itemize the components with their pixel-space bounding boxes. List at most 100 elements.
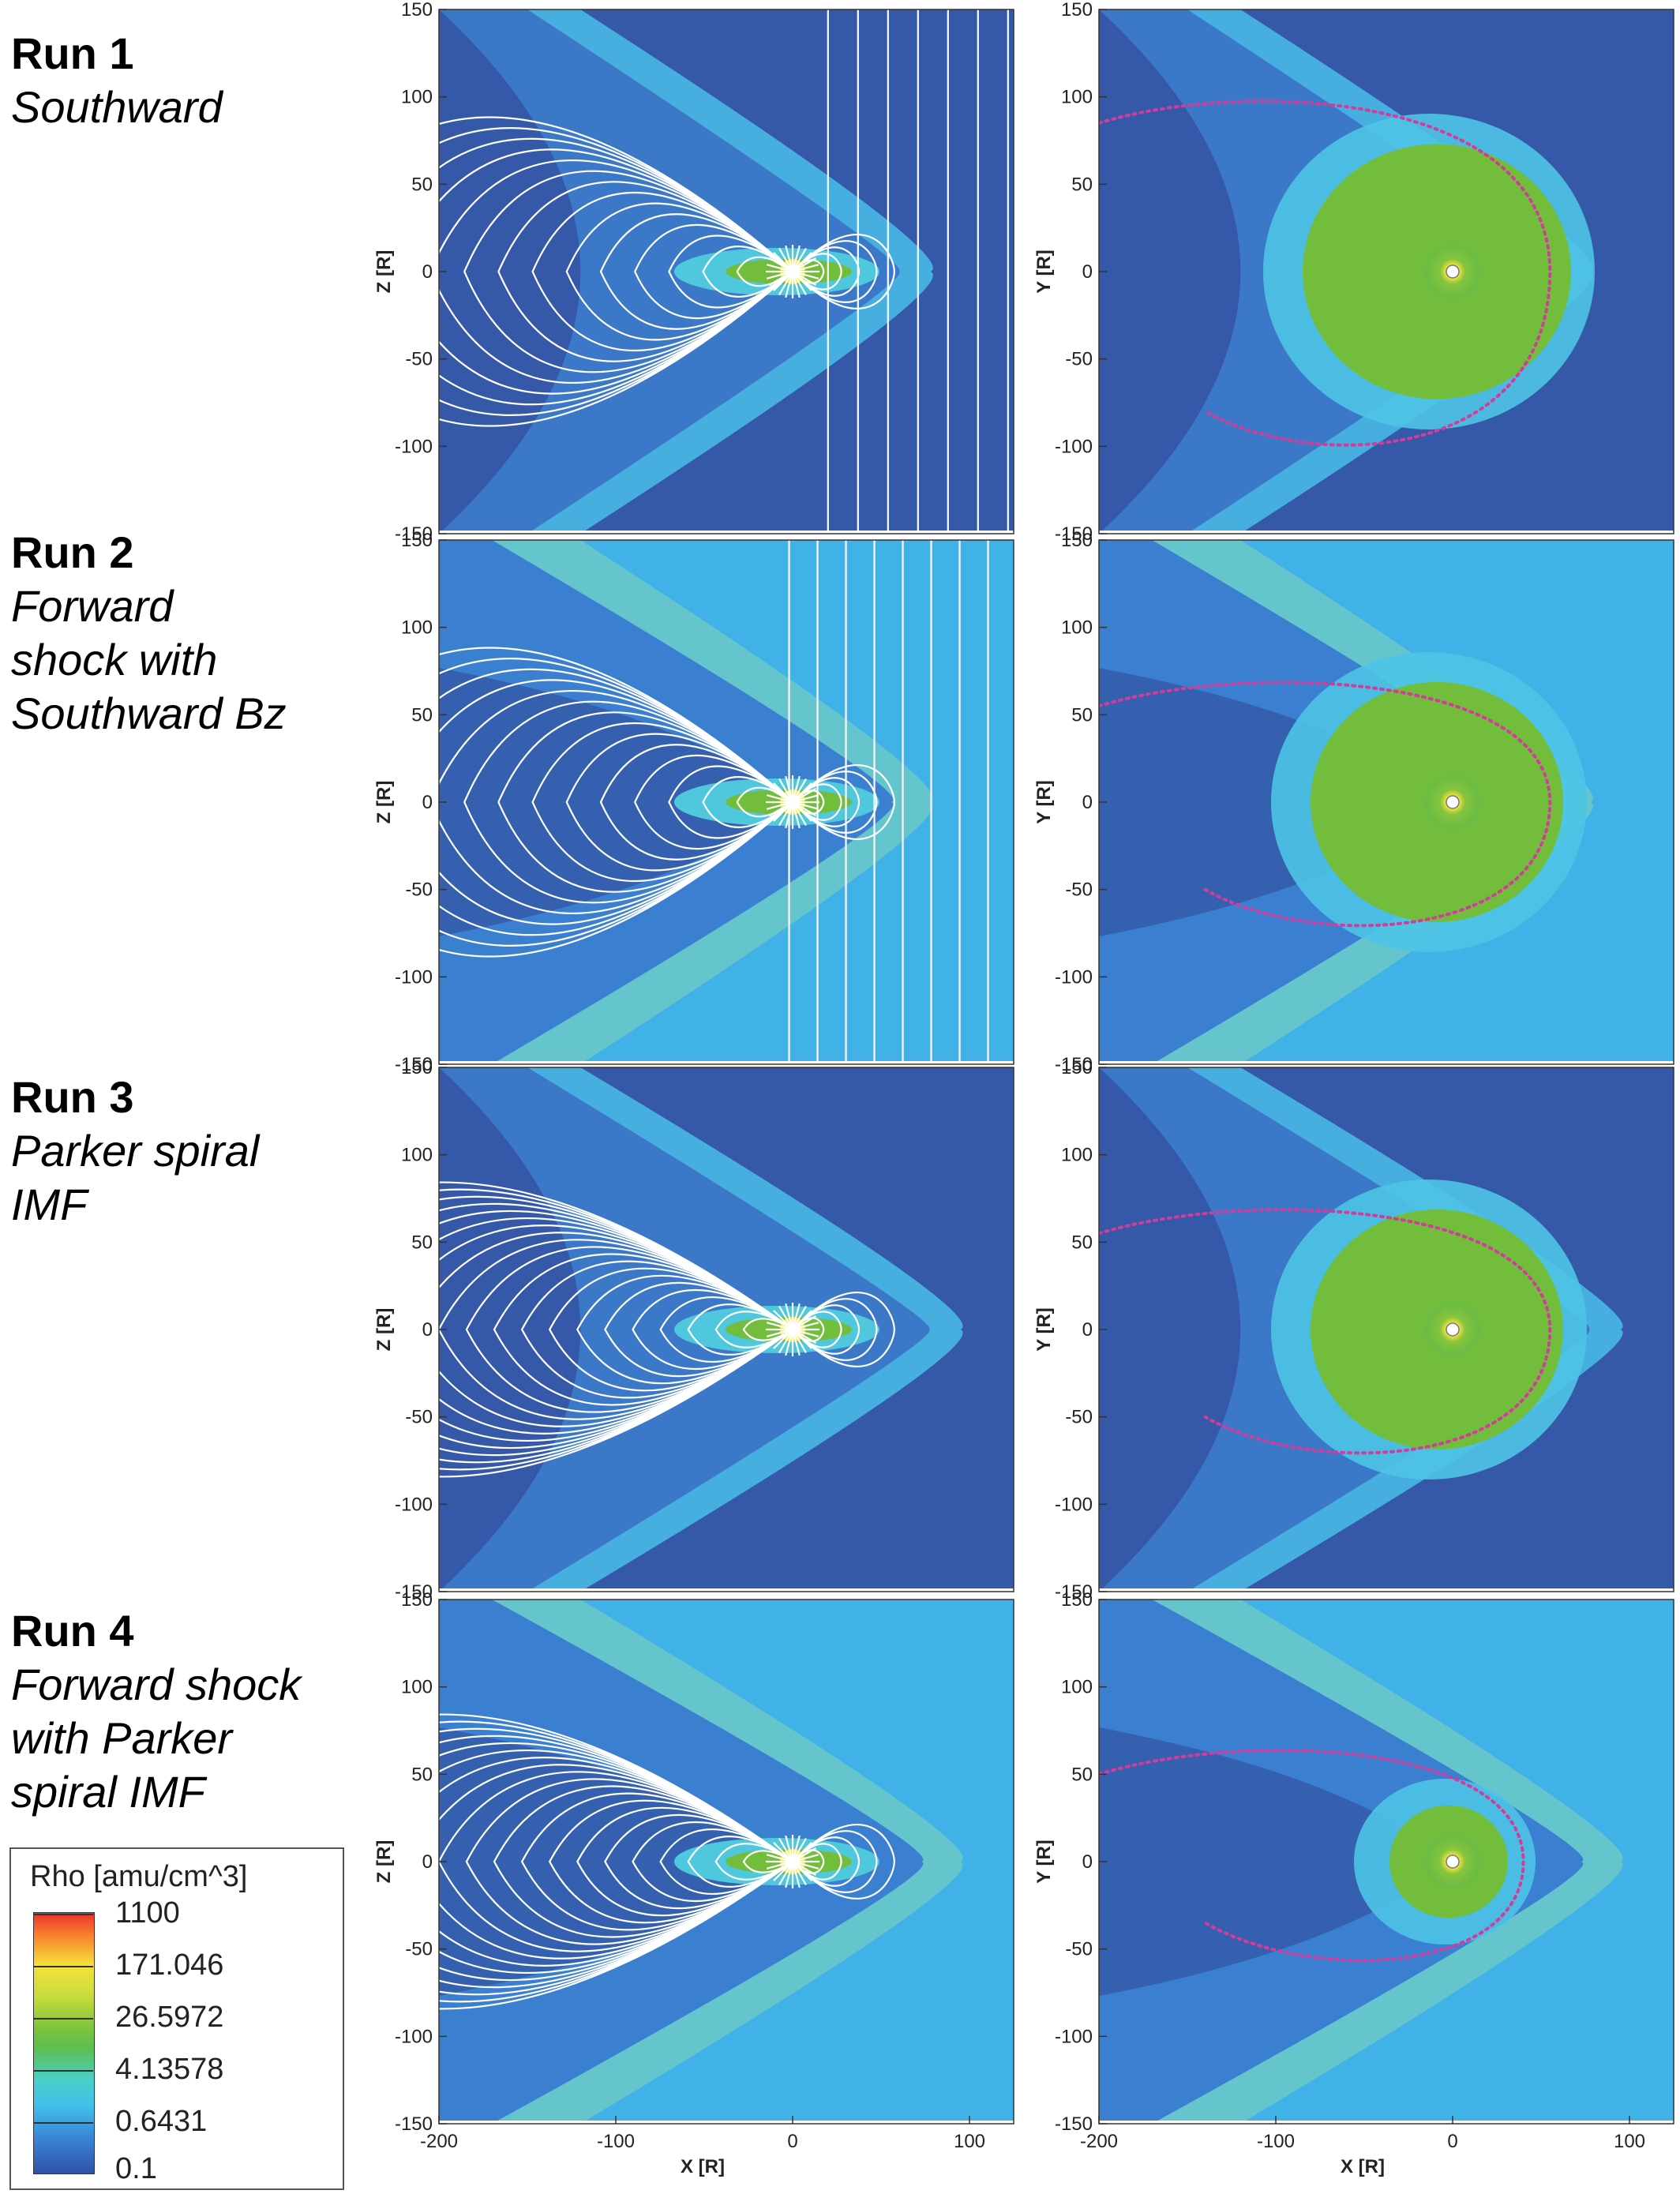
y-tick-label: 50 bbox=[1071, 1764, 1093, 1785]
y-tick-label: -100 bbox=[1055, 1494, 1093, 1515]
field-line bbox=[792, 271, 807, 295]
x-tick-label: 0 bbox=[1447, 2131, 1457, 2152]
field-line bbox=[565, 202, 793, 341]
field-line bbox=[792, 801, 807, 826]
y-tick-label: -50 bbox=[1065, 1407, 1093, 1428]
field-lines bbox=[439, 9, 1009, 531]
field-line bbox=[792, 1329, 816, 1344]
field-line bbox=[769, 1861, 793, 1876]
field-line bbox=[439, 1764, 793, 1960]
field-line bbox=[736, 256, 793, 287]
y-tick-label: -50 bbox=[1065, 879, 1093, 901]
field-line bbox=[766, 1860, 793, 1870]
field-line bbox=[439, 689, 793, 915]
field-line bbox=[792, 777, 861, 827]
field-line bbox=[439, 1188, 793, 1471]
field-line bbox=[792, 1306, 807, 1330]
legend-value: 0.1 bbox=[115, 2152, 157, 2185]
field-line bbox=[785, 271, 794, 298]
field-line bbox=[792, 788, 816, 803]
field-line bbox=[792, 782, 812, 803]
field-line bbox=[773, 1861, 793, 1881]
field-line bbox=[792, 801, 819, 810]
field-line bbox=[778, 778, 793, 803]
field-line bbox=[773, 1329, 793, 1349]
field-line bbox=[792, 271, 816, 286]
field-line bbox=[576, 1274, 793, 1385]
field-line bbox=[439, 1771, 793, 1952]
y-axis-label: Z [R] bbox=[373, 1308, 395, 1352]
field-line bbox=[668, 765, 793, 839]
y-tick-label: 150 bbox=[401, 530, 433, 551]
field-line bbox=[792, 1311, 842, 1348]
field-lines bbox=[439, 1181, 895, 1478]
field-line bbox=[792, 789, 825, 815]
y-tick-label: -150 bbox=[395, 1054, 433, 1075]
field-lines bbox=[439, 540, 989, 1061]
field-line bbox=[792, 1328, 819, 1337]
field-line bbox=[463, 170, 793, 373]
field-line bbox=[439, 1232, 793, 1427]
run-desc-line: spiral IMF bbox=[11, 1767, 205, 1817]
y-axis-label: Y [R] bbox=[1033, 780, 1055, 824]
field-line bbox=[785, 1835, 794, 1862]
colorbar-tick bbox=[33, 2018, 93, 2020]
field-line bbox=[766, 270, 793, 279]
planet bbox=[1446, 1855, 1460, 1869]
field-line bbox=[633, 223, 793, 320]
field-line bbox=[778, 248, 793, 272]
magnetopause-boundary bbox=[1099, 1208, 1552, 1455]
magnetopause-boundary bbox=[1099, 99, 1552, 447]
field-line bbox=[766, 1328, 793, 1337]
x-tick-label: -200 bbox=[420, 2131, 458, 2152]
y-tick-label: 0 bbox=[422, 261, 433, 283]
field-line bbox=[778, 1838, 793, 1862]
field-lines bbox=[439, 1713, 895, 2010]
y-tick-label: -150 bbox=[1055, 2113, 1093, 2135]
field-line bbox=[659, 1828, 793, 1895]
y-tick-label: -150 bbox=[1055, 1581, 1093, 1603]
y-tick-label: 0 bbox=[422, 1851, 433, 1873]
field-line bbox=[702, 246, 793, 298]
field-line bbox=[439, 1727, 793, 1996]
field-line bbox=[773, 271, 793, 291]
panel-run1-xz: 150 100 50 0 -50 -100 -150 Z [R] bbox=[373, 0, 1014, 545]
field-line bbox=[792, 783, 842, 821]
y-tick-label: -150 bbox=[395, 2113, 433, 2135]
run-title: Run 1 bbox=[11, 28, 134, 78]
field-line bbox=[766, 1322, 793, 1331]
magnetopause-boundary bbox=[1099, 1749, 1525, 1962]
y-tick-label: 50 bbox=[411, 1232, 433, 1253]
field-line bbox=[769, 1847, 793, 1862]
panel-plot-area bbox=[1099, 9, 1674, 531]
field-line bbox=[792, 794, 819, 804]
y-tick-label: -50 bbox=[1065, 349, 1093, 370]
tail-lobe bbox=[1099, 1067, 1241, 1588]
planet bbox=[1446, 264, 1460, 279]
y-tick-label: -50 bbox=[405, 1407, 433, 1428]
field-line bbox=[785, 1303, 794, 1330]
field-line bbox=[439, 658, 793, 947]
tail-lobe bbox=[1099, 9, 1241, 531]
y-tick-label: -100 bbox=[395, 436, 433, 457]
panel-run3-xy: 150 100 50 0 -50 -100 -150 Y [R] bbox=[1033, 1057, 1674, 1603]
y-tick-label: 150 bbox=[1061, 1057, 1093, 1078]
y-tick-label: 100 bbox=[401, 1677, 433, 1698]
field-line bbox=[792, 1304, 861, 1355]
field-line bbox=[463, 700, 793, 904]
run-title: Run 4 bbox=[11, 1606, 134, 1656]
field-line bbox=[599, 213, 793, 330]
y-tick-label: -50 bbox=[405, 879, 433, 901]
field-line bbox=[769, 257, 793, 272]
field-line bbox=[439, 1713, 793, 2010]
field-line bbox=[565, 733, 793, 872]
field-line bbox=[791, 271, 801, 298]
colorbar-legend: Rho [amu/cm^3] 1100 171.046 26.5972 4.13… bbox=[9, 1847, 344, 2190]
panel-plot-area bbox=[439, 1600, 1014, 2121]
y-axis-label: Y [R] bbox=[1033, 1840, 1055, 1884]
colorbar-tick bbox=[33, 1966, 93, 1967]
tail-lobe bbox=[439, 668, 793, 936]
field-line bbox=[773, 1842, 793, 1862]
field-line bbox=[791, 245, 801, 272]
field-line bbox=[792, 1322, 819, 1331]
